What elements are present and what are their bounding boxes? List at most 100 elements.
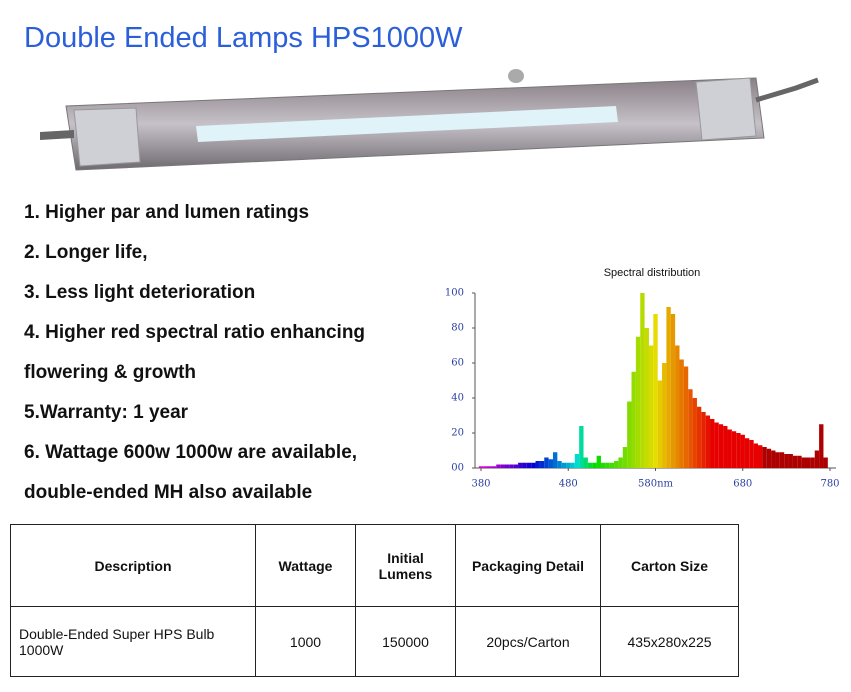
y-tick-label: 40 [451,393,464,404]
spectrum-bar [609,462,615,468]
spectrum-bar [696,406,702,468]
feature-line: 6. Wattage 600w 1000w are available, [24,442,358,463]
spectrum-bar [710,419,715,468]
y-tick-label: 00 [451,463,464,474]
spectrum-bar [823,457,828,468]
spectrum-bar [744,438,750,468]
x-tick-label: 480 [559,479,578,490]
spectrum-bar [819,424,824,468]
page-title: Double Ended Lamps HPS1000W [24,22,463,54]
feature-line: 5.Warranty: 1 year [24,402,189,423]
x-tick-label: 780 [820,479,839,490]
spectrum-bar [500,464,505,468]
spectrum-bar [614,461,619,468]
y-tick-label: 20 [451,428,464,439]
x-tick-label: 580nm [638,479,674,490]
feature-line: 3. Less light deterioration [24,282,256,303]
table-cell: 435x280x225 [600,606,739,677]
spectrum-bar [587,462,593,468]
spectrum-bar [670,314,676,468]
spectrum-chart: Spectral distribution 00 20 40 60 80 100 380 48… [445,267,840,490]
spectrum-bar [688,389,693,468]
feature-line: 2. Longer life, [24,242,148,263]
spectrum-bar [675,345,680,468]
table-header: Wattage [255,524,356,607]
spectrum-bar [535,461,540,468]
spectrum-bar [718,424,724,468]
table-cell: Double-Ended Super HPS Bulb 1000W [10,606,256,677]
spectrum-bar [727,429,732,468]
spectrum-bar [814,450,820,468]
spectrum-bar [679,359,684,468]
spectrum-bar [740,434,745,468]
spectrum-bar [631,371,636,468]
spectrum-bar [766,448,772,468]
x-tick-label: 680 [733,479,752,490]
spectrum-bar [583,457,588,468]
spectrum-bar [478,466,484,468]
spectrum-bar [504,464,510,468]
spectrum-bar [496,464,501,468]
spectrum-bar [683,366,689,468]
spectrum-bar [579,426,584,468]
spectrum-bar [662,363,667,468]
feature-line: double-ended MH also available [24,482,313,503]
spectrum-bar [518,462,523,468]
spectrum-bar [539,461,545,468]
spectrum-bar [648,345,654,468]
spectrum-bar [666,307,671,468]
spectrum-bar [596,455,601,468]
spectrum-bar [784,454,789,468]
table-cell: 150000 [355,606,456,677]
spectrum-bar [762,447,767,468]
spectrum-bar [513,464,519,468]
y-tick-label: 100 [445,288,464,299]
feature-line: 4. Higher red spectral ratio enhancing [24,322,366,343]
spectrum-bar [561,462,567,468]
lamp-image [40,69,819,171]
spectrum-bar [557,461,562,468]
spectrum-bar [548,459,553,468]
table-cell: 1000 [255,606,356,677]
spectrum-bar [810,457,815,468]
spectrum-bar [526,462,532,468]
spectrum-bar [592,462,597,468]
chart-title: Spectral distribution [604,267,701,279]
spectrum-bar [509,464,514,468]
spectrum-bar [600,462,606,468]
spectrum-bar [483,466,488,468]
spectrum-bar [491,466,497,468]
feature-line: 1. Higher par and lumen ratings [24,202,310,223]
feature-line: flowering & growth [24,362,197,383]
spectrum-bar [788,454,793,468]
spectrum-bar [644,328,649,468]
y-tick-label: 60 [451,358,464,369]
table-header: Packaging Detail [455,524,601,607]
spectrum-bar [801,457,807,468]
spectrum-bar [487,466,492,468]
spectrum-bar [574,454,580,468]
spectrum-bar [544,457,549,468]
spectrum-bar [775,452,780,468]
table-header: Description [10,524,256,607]
spectrum-bar [723,426,728,468]
spectrum-bar [758,445,763,468]
spectrum-bar [640,293,645,468]
spectrum-bar [736,433,741,468]
spectrum-bar [753,443,759,468]
spectrum-bar [692,398,697,468]
spectrum-bar [552,452,558,468]
table-header: Carton Size [600,524,739,607]
spectrum-bar [531,462,536,468]
table-cell: 20pcs/Carton [455,606,601,677]
spectrum-bar [622,447,628,468]
spectrum-bar [635,336,641,468]
spectrum-bar [570,462,575,468]
spectrum-bar [522,462,527,468]
spectrum-bar [605,462,610,468]
spectrum-bar [806,457,811,468]
spectrum-bar [771,450,776,468]
spectrum-bar [657,380,663,468]
spectrum-bar [714,422,719,468]
